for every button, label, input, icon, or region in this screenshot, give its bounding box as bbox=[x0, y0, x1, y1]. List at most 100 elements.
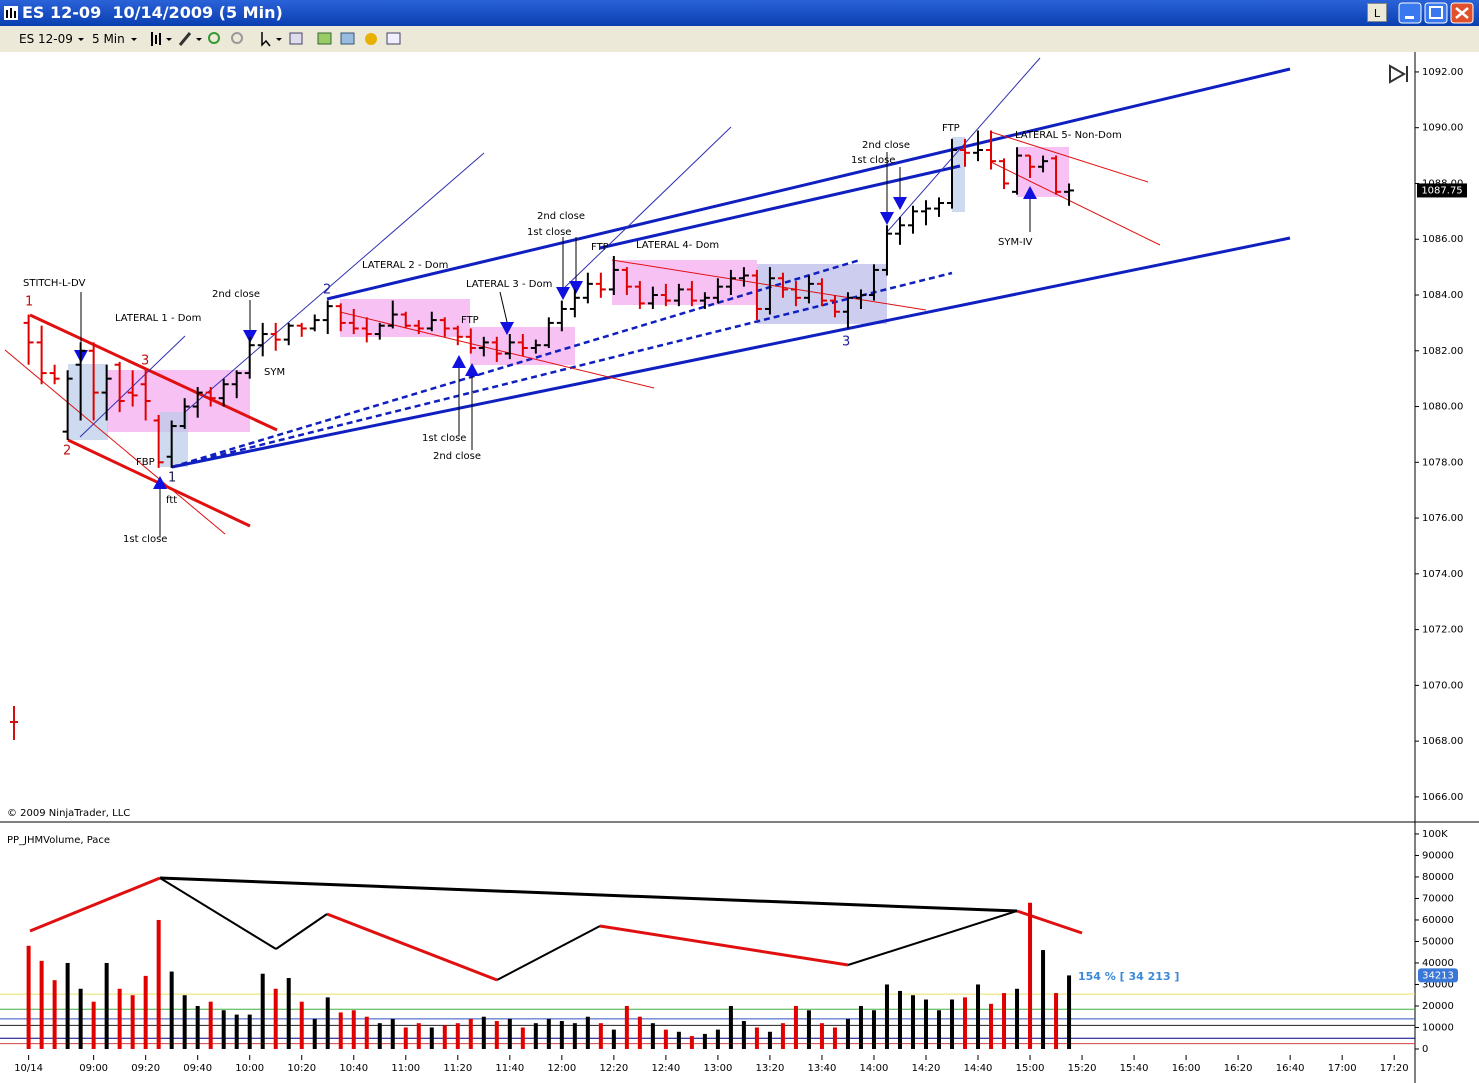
x-tick-label: 09:40 bbox=[183, 1063, 212, 1074]
annotation: ftt bbox=[166, 495, 177, 506]
y-tick-label: 1078.00 bbox=[1422, 457, 1463, 468]
annotation: 2nd close bbox=[212, 289, 260, 300]
annotation: LATERAL 4- Dom bbox=[636, 240, 719, 251]
volume-bar bbox=[377, 1023, 382, 1049]
y-tick-label: 1090.00 bbox=[1422, 123, 1463, 134]
x-tick-label: 15:20 bbox=[1068, 1063, 1097, 1074]
volume-bar bbox=[702, 1033, 707, 1049]
y-tick-label: 1086.00 bbox=[1422, 234, 1463, 245]
link-button[interactable]: L bbox=[1367, 3, 1387, 22]
x-tick-label: 10:00 bbox=[235, 1063, 264, 1074]
volume-bar bbox=[780, 1023, 785, 1049]
annotation: LATERAL 5- Non-Dom bbox=[1015, 130, 1122, 141]
annotation: SYM bbox=[264, 367, 285, 378]
x-tick-label: 09:00 bbox=[79, 1063, 108, 1074]
volume-bar bbox=[403, 1027, 408, 1049]
volume-bar bbox=[585, 1016, 590, 1049]
volume-bar bbox=[1054, 993, 1059, 1049]
x-tick-label: 16:20 bbox=[1224, 1063, 1253, 1074]
last-price: 1087.75 bbox=[1421, 185, 1462, 196]
annotation: FTP bbox=[461, 315, 479, 326]
volume-bar bbox=[1002, 993, 1007, 1049]
y-tick-label: 100K bbox=[1422, 829, 1448, 840]
annotation: 1st close bbox=[851, 155, 895, 166]
volume-bar bbox=[871, 1010, 876, 1049]
interval-selector[interactable]: 5 Min bbox=[92, 32, 125, 46]
y-tick-label: 40000 bbox=[1422, 958, 1454, 969]
volume-bar bbox=[455, 1023, 460, 1049]
x-tick-label: 14:40 bbox=[964, 1063, 993, 1074]
x-tick-label: 15:00 bbox=[1016, 1063, 1045, 1074]
y-tick-label: 1068.00 bbox=[1422, 736, 1463, 747]
x-tick-label: 13:00 bbox=[703, 1063, 732, 1074]
volume-bar bbox=[989, 1003, 994, 1049]
x-tick-label: 11:00 bbox=[391, 1063, 420, 1074]
volume-bar bbox=[637, 1016, 642, 1049]
annotation: 1st close bbox=[123, 534, 167, 545]
annotation: LATERAL 1 - Dom bbox=[115, 313, 201, 324]
volume-bar bbox=[208, 1001, 213, 1049]
volume-bar bbox=[221, 1010, 226, 1049]
y-tick-label: 80000 bbox=[1422, 872, 1454, 883]
y-tick-label: 10000 bbox=[1422, 1022, 1454, 1033]
annotation: SYM-IV bbox=[998, 237, 1033, 248]
volume-bar bbox=[91, 1001, 96, 1049]
y-tick-label: 0 bbox=[1422, 1044, 1428, 1055]
volume-bar bbox=[845, 1018, 850, 1049]
volume-bar bbox=[858, 1005, 863, 1049]
annotation: 2nd close bbox=[537, 211, 585, 222]
volume-bar bbox=[546, 1018, 551, 1049]
annotation: 3 bbox=[141, 354, 149, 369]
instrument-selector[interactable]: ES 12-09 bbox=[19, 32, 73, 46]
volume-bar bbox=[39, 960, 44, 1049]
y-tick-label: 1072.00 bbox=[1422, 625, 1463, 636]
y-tick-label: 1076.00 bbox=[1422, 513, 1463, 524]
volume-bar bbox=[195, 1005, 200, 1049]
title-bar: ES 12-09 10/14/2009 (5 Min) L bbox=[0, 0, 1479, 26]
volume-bar bbox=[416, 1023, 421, 1049]
window-controls bbox=[1398, 2, 1474, 24]
volume-bar bbox=[559, 1021, 564, 1049]
volume-bar bbox=[442, 1025, 447, 1049]
minimize-button[interactable] bbox=[1398, 2, 1422, 24]
volume-bar bbox=[1015, 988, 1020, 1049]
volume-bar bbox=[169, 971, 174, 1049]
x-tick-label: 12:00 bbox=[547, 1063, 576, 1074]
volume-bar bbox=[520, 1027, 525, 1049]
volume-bar bbox=[182, 995, 187, 1049]
volume-bar bbox=[286, 978, 291, 1049]
x-tick-label: 15:40 bbox=[1120, 1063, 1149, 1074]
x-tick-label: 12:20 bbox=[599, 1063, 628, 1074]
volume-bar bbox=[884, 984, 889, 1049]
x-tick-label: 11:40 bbox=[495, 1063, 524, 1074]
x-tick-label: 10/14 bbox=[14, 1063, 43, 1074]
y-tick-label: 1080.00 bbox=[1422, 402, 1463, 413]
y-tick-label: 30000 bbox=[1422, 979, 1454, 990]
volume-bar bbox=[976, 984, 981, 1049]
volume-bar bbox=[468, 1018, 473, 1049]
toolbar: ES 12-09 5 Min bbox=[0, 26, 1479, 53]
annotation: 2nd close bbox=[433, 451, 481, 462]
annotation: 1 bbox=[25, 295, 33, 310]
volume-bar bbox=[507, 1018, 512, 1049]
volume-bar bbox=[689, 1036, 694, 1049]
volume-bar bbox=[143, 975, 148, 1049]
volume-bar bbox=[923, 999, 928, 1049]
last-price-tag bbox=[1417, 183, 1467, 198]
y-tick-label: 1084.00 bbox=[1422, 290, 1463, 301]
panel-title: PP_JHMVolume, Pace bbox=[7, 835, 110, 846]
annotation: 1st close bbox=[527, 227, 571, 238]
volume-bar bbox=[963, 997, 968, 1049]
x-tick-label: 17:00 bbox=[1328, 1063, 1357, 1074]
annotation: FTP bbox=[942, 123, 960, 134]
annotation: LATERAL 2 - Dom bbox=[362, 260, 448, 271]
volume-bar bbox=[663, 1029, 668, 1049]
volume-bar bbox=[299, 1001, 304, 1049]
volume-bar bbox=[754, 1027, 759, 1049]
y-tick-label: 20000 bbox=[1422, 1001, 1454, 1012]
x-tick-label: 14:00 bbox=[860, 1063, 889, 1074]
y-tick-label: 60000 bbox=[1422, 915, 1454, 926]
volume-bar bbox=[806, 1010, 811, 1049]
volume-bar bbox=[1041, 950, 1046, 1049]
x-tick-label: 13:20 bbox=[756, 1063, 785, 1074]
